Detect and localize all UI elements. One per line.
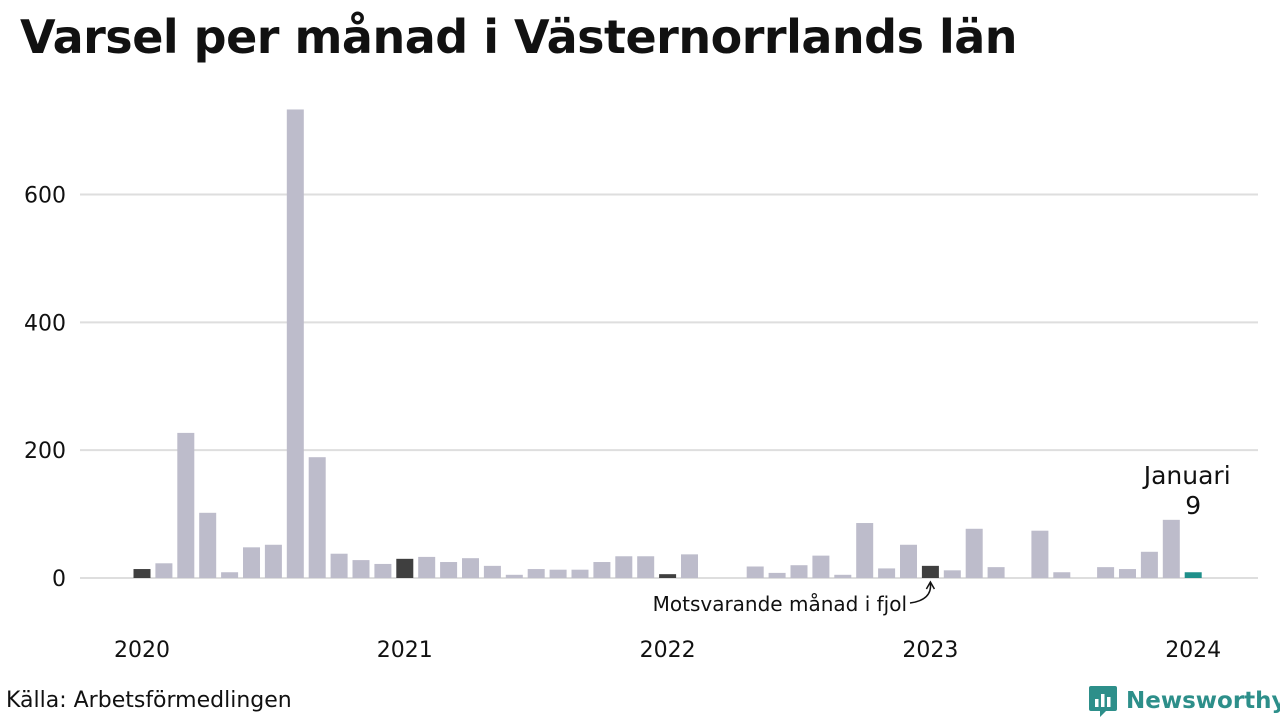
annotation-arrow — [909, 582, 932, 604]
bar-2023-09 — [1097, 567, 1115, 578]
brand-name: Newsworthy — [1126, 688, 1280, 714]
bar-2023-11 — [1140, 551, 1158, 578]
x-tick-label: 2020 — [114, 638, 170, 663]
bar-2022-08 — [812, 555, 830, 578]
bar-2022-05 — [746, 566, 764, 578]
bar-2022-02 — [681, 554, 698, 578]
bar-2023-10 — [1119, 569, 1136, 578]
bar-2022-09 — [834, 574, 852, 578]
y-tick-label: 0 — [52, 567, 66, 592]
bar-2023-01 — [921, 565, 939, 578]
bar-2021-11 — [615, 556, 633, 578]
bar-2024-01 — [1184, 572, 1202, 578]
y-tick-label: 200 — [24, 439, 66, 464]
bar-2021-03 — [440, 562, 458, 578]
bar-2021-06 — [505, 574, 523, 578]
bar-2021-10 — [593, 562, 611, 578]
bar-2020-02 — [155, 563, 173, 578]
bar-2023-03 — [965, 528, 983, 578]
bars — [133, 109, 1202, 578]
bar-2023-02 — [943, 570, 961, 578]
x-tick-label: 2021 — [377, 638, 433, 663]
chart-title: Varsel per månad i Västernorrlands län — [20, 10, 1018, 64]
bar-2022-11 — [878, 568, 896, 578]
bar-2021-12 — [637, 556, 655, 578]
x-tick-label: 2023 — [902, 638, 958, 663]
bar-2020-03 — [177, 432, 195, 578]
bar-2021-09 — [571, 569, 589, 578]
bar-2023-12 — [1162, 519, 1180, 578]
bar-2020-01 — [133, 569, 151, 578]
y-tick-label: 400 — [24, 311, 66, 336]
bar-2022-01 — [659, 574, 677, 578]
bar-2023-04 — [987, 567, 1005, 578]
bar-2023-07 — [1053, 572, 1071, 578]
x-tick-label: 2022 — [640, 638, 696, 663]
bar-2021-08 — [549, 569, 567, 578]
source-text: Källa: Arbetsförmedlingen — [6, 688, 292, 713]
x-axis: 2020 2021 2022 2023 2024 — [114, 638, 1221, 663]
y-tick-label: 600 — [24, 183, 66, 208]
y-axis: 0 200 400 600 — [24, 183, 66, 592]
bar-2021-02 — [418, 556, 436, 578]
bar-2020-08 — [286, 109, 304, 578]
bar-2020-10 — [330, 553, 348, 578]
bar-2021-07 — [527, 569, 545, 578]
bar-2022-10 — [856, 523, 874, 578]
bar-2020-06 — [243, 547, 260, 578]
previous-year-annotation: Motsvarande månad i fjol — [653, 592, 907, 616]
annotation-arrowhead — [925, 580, 936, 590]
gridlines — [80, 193, 1258, 579]
bar-2020-04 — [199, 512, 217, 578]
bar-2022-07 — [790, 565, 808, 578]
bar-2020-07 — [264, 544, 282, 578]
bar-2022-12 — [900, 544, 917, 578]
bar-2020-12 — [374, 563, 392, 578]
bar-2020-09 — [308, 457, 326, 578]
bar-2023-06 — [1031, 530, 1049, 578]
bar-2021-05 — [483, 565, 501, 578]
latest-month-label: Januari — [1142, 461, 1231, 490]
newsworthy-logo-icon — [1089, 686, 1117, 717]
latest-value-label: 9 — [1185, 491, 1201, 520]
bar-2021-01 — [396, 558, 414, 578]
bar-2020-05 — [221, 572, 239, 578]
bar-2022-06 — [768, 572, 786, 578]
brand-logo[interactable]: Newsworthy — [1088, 684, 1280, 718]
bar-2021-04 — [462, 558, 479, 578]
x-tick-label: 2024 — [1165, 638, 1221, 663]
bar-2020-11 — [352, 560, 370, 578]
